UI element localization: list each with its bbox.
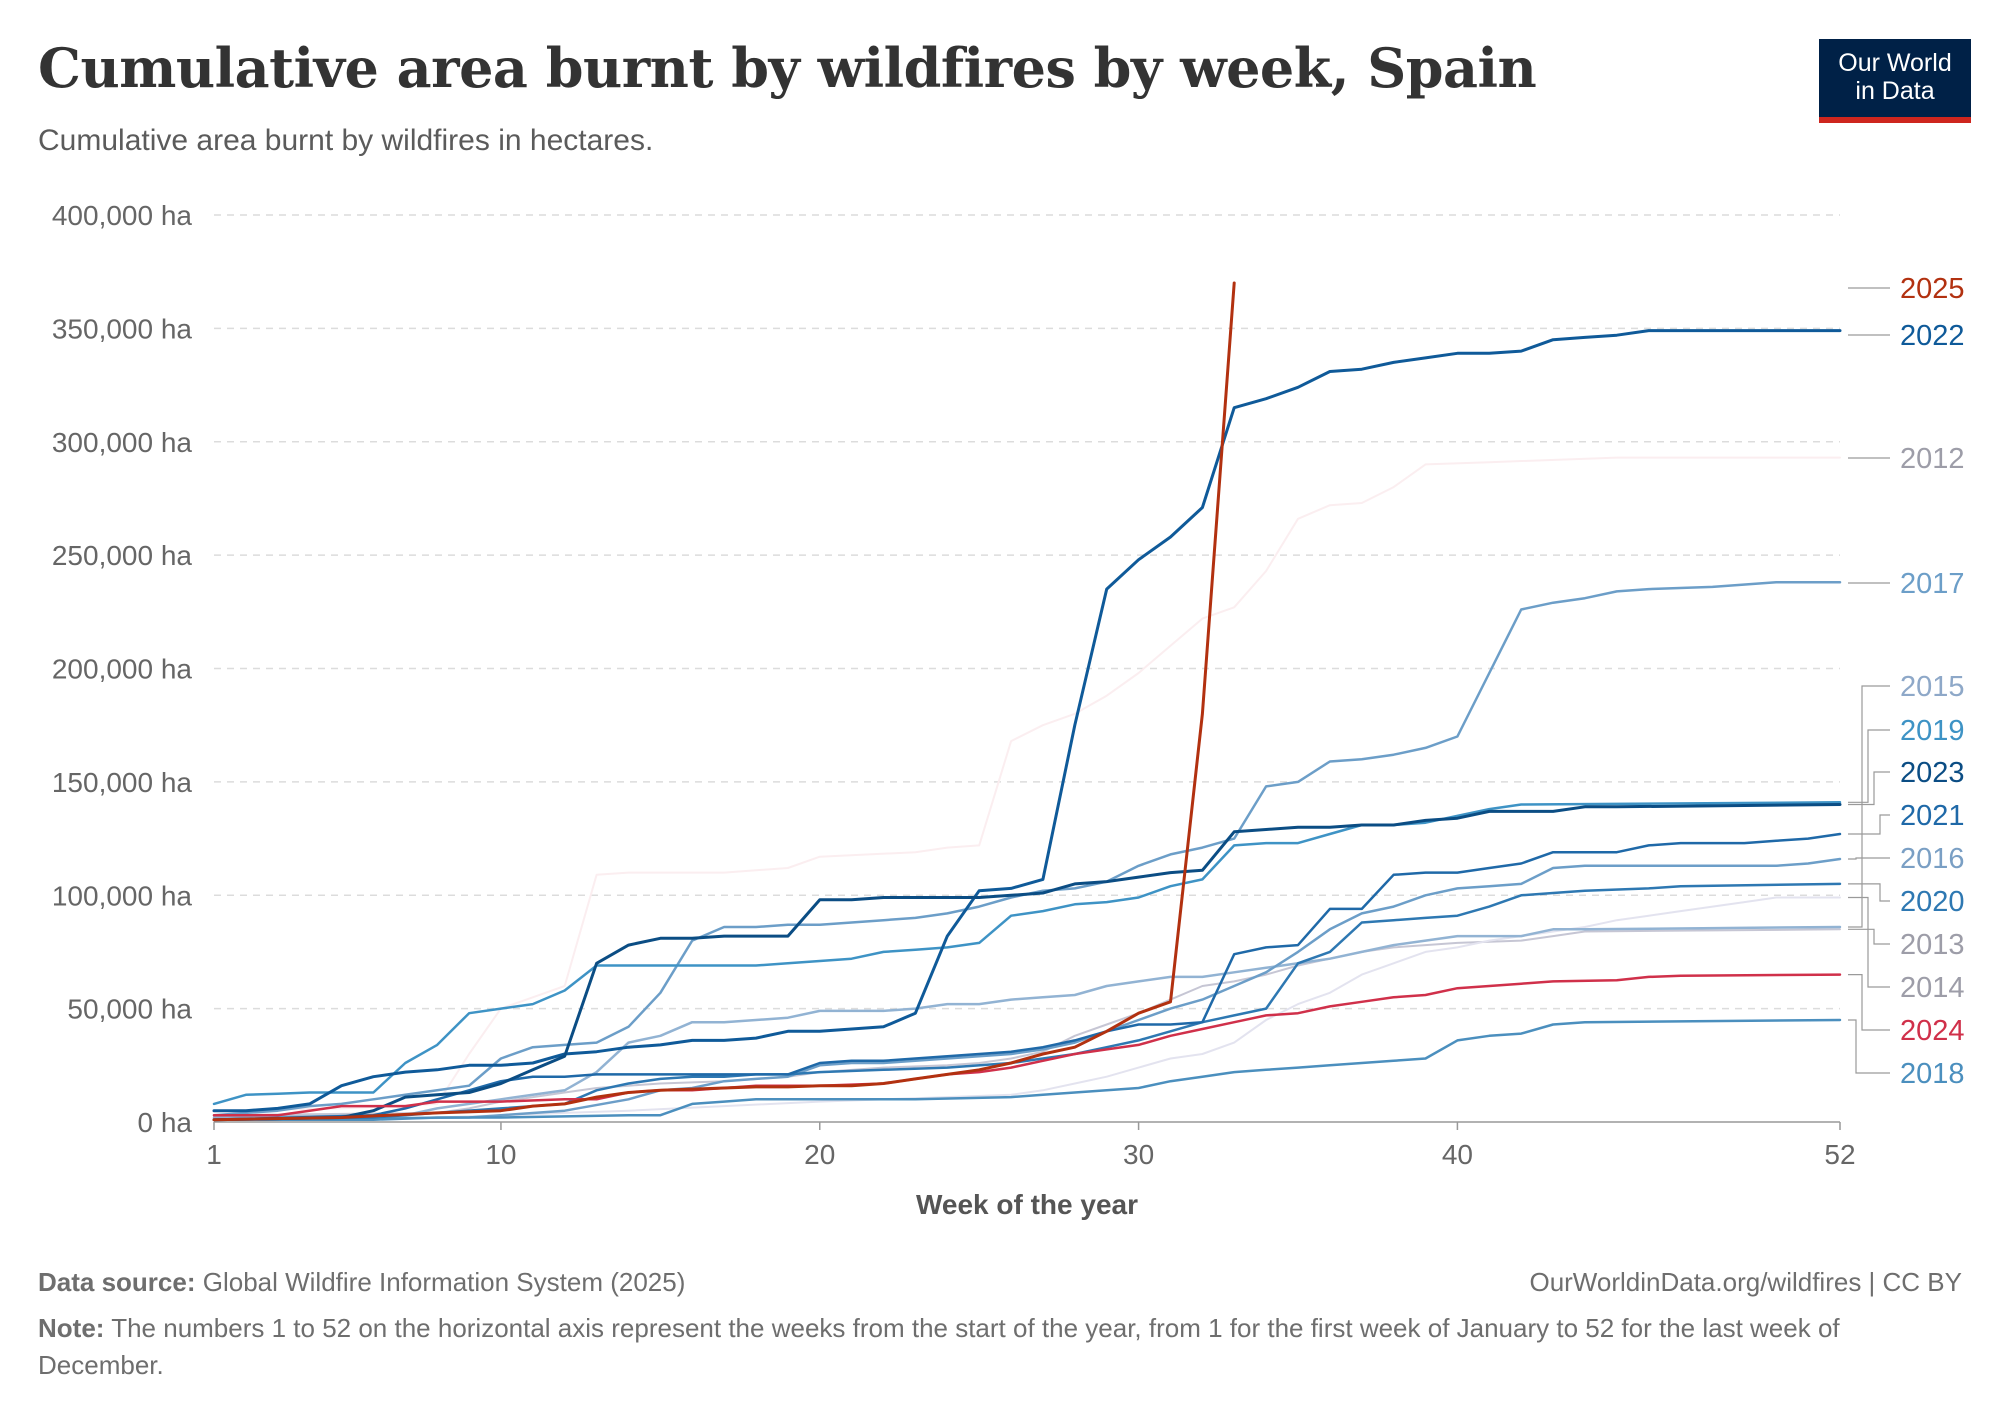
- data-source: Data source: Global Wildfire Information…: [38, 1267, 685, 1298]
- x-tick-label: 10: [485, 1139, 516, 1170]
- legend-label-2018: 2018: [1900, 1058, 1965, 1090]
- legend-label-2020: 2020: [1900, 886, 1965, 918]
- chart-subtitle: Cumulative area burnt by wildfires in he…: [38, 124, 654, 157]
- legend-label-2012: 2012: [1900, 443, 1965, 475]
- legend-label-2023: 2023: [1900, 757, 1965, 789]
- legend-label-2015: 2015: [1900, 671, 1965, 703]
- series-line-2013: [213, 928, 1841, 1117]
- x-tick-label: 52: [1824, 1139, 1855, 1170]
- legend-label-2025: 2025: [1900, 273, 1965, 305]
- series-line-2023: [212, 803, 1842, 1122]
- series-line-2019: [212, 801, 1842, 1106]
- label-connector-2023: [1848, 771, 1890, 806]
- chart-title: Cumulative area burnt by wildfires by we…: [38, 36, 1537, 100]
- note-text: The numbers 1 to 52 on the horizontal ax…: [38, 1313, 1840, 1380]
- label-connector-2019: [1848, 729, 1890, 803]
- label-connector-2021: [1848, 814, 1890, 835]
- label-connector-2013: [1848, 928, 1890, 945]
- y-tick-label: 300,000 ha: [52, 427, 193, 458]
- legend-label-2024: 2024: [1900, 1015, 1965, 1047]
- logo-line-1: Our World: [1838, 49, 1952, 77]
- data-source-label: Data source:: [38, 1267, 196, 1297]
- series-line-2016: [212, 857, 1842, 1121]
- line-chart: 0 ha 50,000 ha 100,000 ha 150,000 ha 200,000…: [52, 200, 1965, 1220]
- x-axis-title: Week of the year: [916, 1189, 1138, 1220]
- label-connector-2015: [1848, 685, 1890, 928]
- y-tick-label: 50,000 ha: [67, 994, 192, 1025]
- series-line-2017: [212, 581, 1842, 1117]
- note-label: Note:: [38, 1313, 105, 1343]
- x-tick-label: 40: [1442, 1139, 1473, 1170]
- license-link[interactable]: OurWorldinData.org/wildfires | CC BY: [1529, 1267, 1962, 1297]
- series-line-2020: [212, 882, 1842, 1121]
- legend-label-2019: 2019: [1900, 715, 1965, 747]
- legend-label-2013: 2013: [1900, 929, 1965, 961]
- x-tick-label: 1: [206, 1139, 222, 1170]
- owid-logo[interactable]: Our World in Data: [1819, 39, 1971, 123]
- series-line-2015: [212, 925, 1842, 1119]
- legend-label-2021: 2021: [1900, 800, 1965, 832]
- logo-line-2: in Data: [1855, 77, 1935, 105]
- y-tick-label: 400,000 ha: [52, 200, 193, 231]
- series-line-2012: [213, 456, 1841, 1112]
- legend-label-2022: 2022: [1900, 320, 1965, 352]
- series-line-2014: [213, 896, 1841, 1121]
- series-line-2021: [212, 832, 1842, 1121]
- y-tick-label: 100,000 ha: [52, 880, 193, 911]
- y-tick-label: 150,000 ha: [52, 767, 193, 798]
- y-tick-label: 350,000 ha: [52, 313, 193, 344]
- label-connector-2016: [1848, 857, 1890, 860]
- label-connector-2020: [1848, 883, 1890, 902]
- y-tick-label: 0 ha: [138, 1107, 193, 1138]
- legend-label-2016: 2016: [1900, 843, 1965, 875]
- series-line-2025: [212, 281, 1236, 1122]
- legend-label-2017: 2017: [1900, 568, 1965, 600]
- data-source-text[interactable]: Global Wildfire Information System (2025…: [202, 1267, 686, 1297]
- series-line-2018: [212, 1018, 1842, 1121]
- label-connector-2018: [1848, 1019, 1890, 1074]
- legend-label-2014: 2014: [1900, 972, 1965, 1004]
- chart-note: Note: The numbers 1 to 52 on the horizon…: [38, 1310, 1968, 1384]
- x-tick-label: 20: [804, 1139, 835, 1170]
- y-tick-label: 250,000 ha: [52, 540, 193, 571]
- label-connector-2024: [1848, 974, 1890, 1031]
- series-line-2024: [212, 973, 1842, 1117]
- label-connector-2014: [1848, 896, 1890, 988]
- series-line-2022: [212, 329, 1842, 1113]
- x-tick-label: 30: [1123, 1139, 1154, 1170]
- y-tick-label: 200,000 ha: [52, 654, 193, 685]
